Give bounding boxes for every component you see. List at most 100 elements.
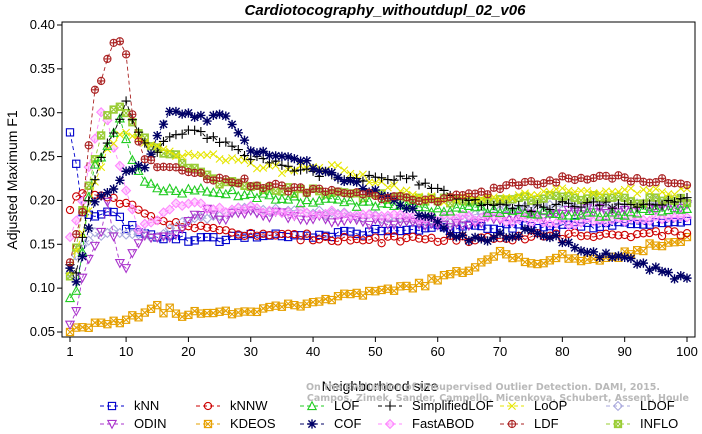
data-point [122, 50, 130, 58]
data-point [414, 226, 424, 235]
data-point [421, 282, 430, 291]
data-point [383, 232, 392, 241]
data-point [159, 145, 168, 154]
data-point [327, 236, 336, 246]
data-point [283, 214, 294, 224]
data-point [626, 184, 635, 193]
data-point [638, 203, 649, 213]
plot-frame [61, 21, 696, 338]
data-point [228, 154, 237, 163]
data-point [595, 189, 604, 198]
data-point [314, 205, 325, 216]
data-point [612, 400, 624, 412]
data-point [595, 201, 605, 211]
data-point [346, 289, 355, 299]
data-point [264, 189, 275, 200]
data-point [489, 232, 499, 243]
data-point [196, 309, 206, 318]
data-point [676, 237, 685, 246]
data-point [134, 137, 143, 146]
data-point [540, 179, 548, 187]
data-point [532, 200, 543, 210]
data-point [351, 215, 362, 226]
data-point [116, 103, 124, 111]
data-point [146, 149, 156, 159]
data-point [165, 106, 175, 117]
data-point [608, 187, 617, 196]
data-point [97, 318, 106, 327]
data-point [385, 401, 395, 411]
data-point [91, 86, 99, 94]
data-point [389, 232, 399, 241]
data-point [495, 228, 505, 238]
data-point [496, 185, 504, 193]
legend-label: kNNW [230, 398, 268, 413]
data-point [332, 194, 344, 204]
data-point [158, 119, 169, 129]
data-point [158, 136, 169, 147]
data-point [152, 233, 163, 243]
data-point [90, 212, 100, 221]
data-point [371, 233, 380, 242]
x-tick-label: 40 [306, 344, 320, 359]
data-point [626, 199, 636, 210]
data-point [625, 206, 637, 217]
data-point [601, 197, 611, 207]
data-point [501, 200, 511, 210]
data-point [102, 138, 112, 148]
data-point [389, 175, 399, 185]
data-point [251, 202, 263, 214]
data-point [476, 208, 487, 219]
data-point [195, 211, 207, 223]
data-point [682, 229, 692, 238]
legend-label: KDEOS [230, 416, 276, 431]
data-point [657, 200, 667, 210]
data-point [306, 400, 318, 411]
data-point [632, 259, 642, 269]
data-point [664, 238, 673, 247]
data-point [202, 223, 212, 232]
data-point [626, 253, 636, 264]
data-point [204, 420, 212, 428]
data-point [382, 198, 393, 209]
data-point [539, 187, 548, 196]
data-point [433, 217, 443, 227]
data-point [258, 146, 268, 156]
data-point [550, 218, 562, 229]
data-point [413, 201, 425, 212]
data-point [85, 141, 93, 149]
data-point [657, 266, 667, 277]
x-tick-label: 1 [66, 344, 73, 359]
data-point [196, 150, 205, 159]
data-point [682, 193, 692, 203]
data-point [320, 193, 331, 203]
data-point [627, 177, 635, 186]
data-point [577, 186, 586, 195]
data-point [383, 174, 393, 185]
data-point [239, 151, 250, 161]
data-point [558, 184, 567, 193]
data-point [364, 220, 375, 231]
data-point [264, 150, 275, 161]
data-point [451, 219, 462, 229]
data-point [614, 187, 623, 196]
data-point [84, 223, 94, 233]
data-point [159, 309, 168, 318]
data-point [133, 160, 144, 171]
x-tick-label: 60 [430, 344, 444, 359]
data-point [127, 165, 137, 175]
data-point [569, 210, 580, 220]
data-point [408, 171, 418, 181]
data-point [483, 190, 492, 198]
data-point [433, 183, 443, 194]
data-point [239, 135, 250, 145]
data-point [64, 292, 76, 303]
data-point [307, 215, 319, 225]
data-point [476, 219, 487, 229]
data-point [508, 224, 517, 233]
data-point [351, 201, 362, 211]
data-point [340, 166, 349, 175]
data-point [395, 171, 405, 181]
data-point [153, 300, 162, 310]
data-point [527, 190, 536, 199]
